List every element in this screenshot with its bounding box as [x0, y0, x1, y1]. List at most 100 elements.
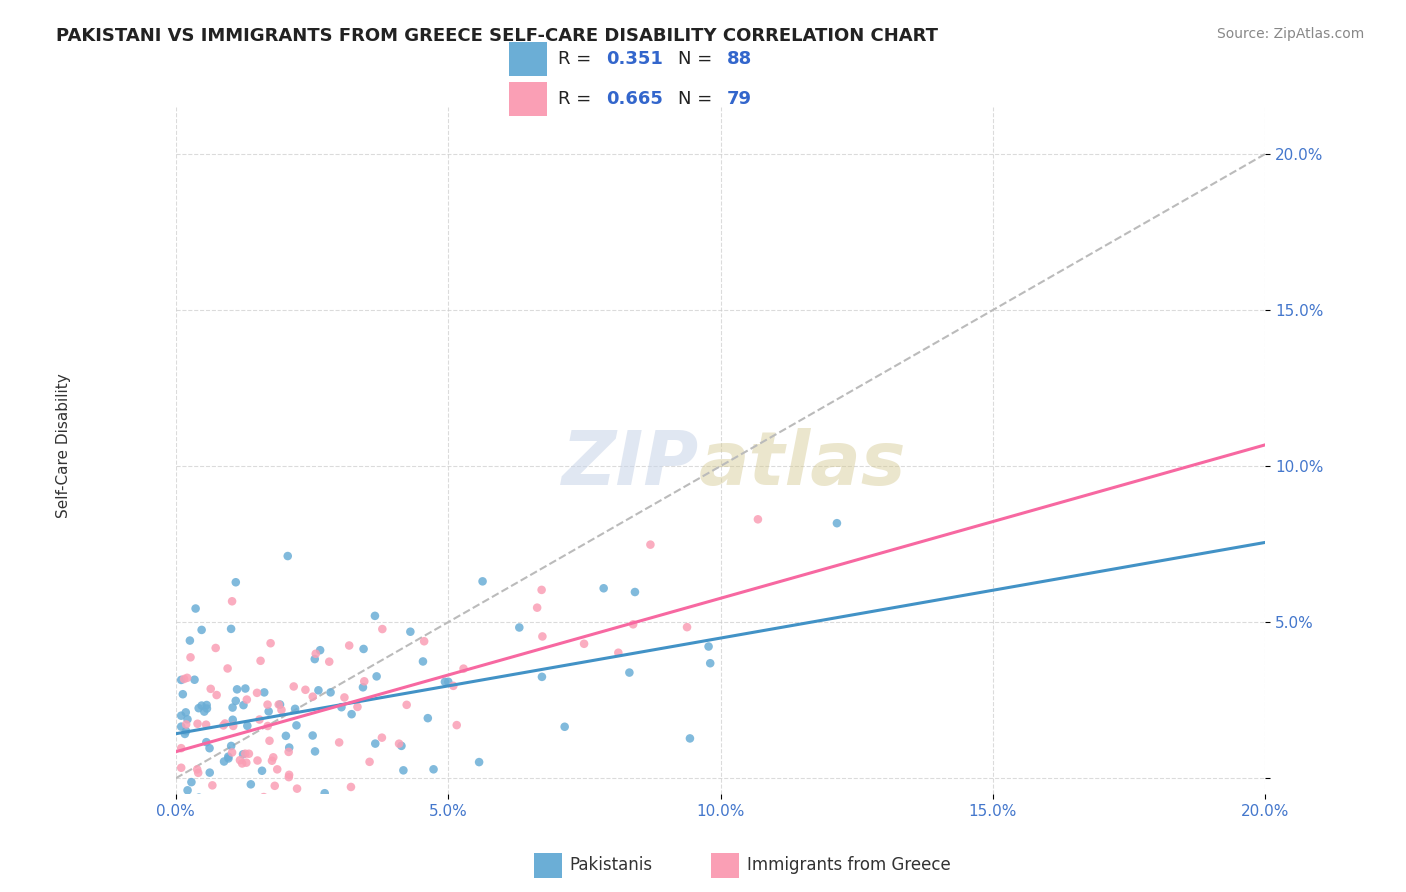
Point: [239, 777, 262, 791]
Point: [225, 797, 247, 811]
Point: [277, 549, 299, 563]
Point: [214, 716, 236, 731]
Point: [260, 754, 283, 768]
Point: [283, 680, 305, 694]
Point: [195, 698, 218, 712]
Point: [174, 717, 197, 731]
Point: [177, 793, 200, 807]
Point: [422, 762, 444, 776]
Point: [172, 803, 194, 817]
Point: [187, 701, 209, 715]
Point: [262, 750, 284, 764]
Point: [170, 673, 193, 687]
Point: [360, 795, 382, 809]
Text: N =: N =: [678, 90, 718, 108]
Point: [389, 792, 412, 806]
Point: [246, 686, 269, 700]
Point: [285, 781, 308, 796]
Point: [747, 512, 769, 526]
Point: [266, 763, 288, 777]
Point: [235, 681, 257, 696]
Point: [592, 582, 614, 596]
Point: [195, 735, 218, 749]
Point: [198, 765, 221, 780]
Point: [285, 718, 308, 732]
Point: [392, 764, 415, 778]
Point: [263, 779, 285, 793]
Point: [437, 674, 460, 689]
Text: Self-Care Disability: Self-Care Disability: [56, 374, 70, 518]
Bar: [509, 82, 547, 116]
Point: [174, 706, 197, 720]
Text: Pakistanis: Pakistanis: [569, 856, 652, 874]
Bar: [711, 853, 740, 878]
Point: [212, 755, 235, 769]
Point: [309, 643, 332, 657]
Point: [215, 803, 238, 817]
Point: [195, 717, 218, 731]
Point: [825, 516, 848, 531]
Bar: [534, 853, 562, 878]
Point: [233, 747, 256, 761]
Point: [246, 754, 269, 768]
Point: [294, 682, 316, 697]
Point: [471, 574, 494, 589]
Point: [337, 639, 360, 653]
Point: [180, 775, 202, 789]
Point: [619, 665, 641, 680]
Point: [640, 538, 662, 552]
Point: [307, 683, 329, 698]
Point: [468, 755, 491, 769]
Point: [333, 690, 356, 705]
Text: 0.351: 0.351: [606, 51, 662, 69]
Text: N =: N =: [678, 51, 718, 69]
Point: [238, 747, 260, 761]
Point: [277, 770, 299, 784]
Point: [278, 768, 301, 782]
Point: [278, 740, 301, 755]
Point: [366, 669, 388, 683]
Point: [176, 783, 198, 797]
Point: [219, 739, 242, 753]
Text: R =: R =: [558, 51, 596, 69]
Point: [221, 594, 243, 608]
Text: PAKISTANI VS IMMIGRANTS FROM GREECE SELF-CARE DISABILITY CORRELATION CHART: PAKISTANI VS IMMIGRANTS FROM GREECE SELF…: [56, 27, 938, 45]
Text: Immigrants from Greece: Immigrants from Greece: [747, 856, 950, 874]
Point: [198, 803, 221, 817]
Point: [174, 724, 197, 739]
Point: [190, 623, 212, 637]
Point: [353, 642, 375, 657]
Point: [187, 716, 209, 731]
Point: [204, 640, 226, 655]
Text: R =: R =: [558, 90, 596, 108]
Point: [235, 756, 257, 770]
Point: [232, 698, 254, 713]
Point: [187, 790, 209, 805]
Point: [318, 655, 340, 669]
Text: 0.665: 0.665: [606, 90, 662, 108]
Point: [433, 674, 456, 689]
Point: [250, 764, 273, 778]
Point: [219, 622, 242, 636]
Point: [217, 749, 239, 764]
Point: [170, 741, 193, 756]
Point: [572, 637, 595, 651]
Point: [305, 647, 328, 661]
Point: [195, 701, 218, 715]
Point: [304, 652, 326, 666]
Point: [441, 679, 464, 693]
Point: [212, 718, 235, 732]
Point: [200, 681, 222, 696]
Point: [270, 803, 292, 817]
Text: 88: 88: [727, 51, 752, 69]
Point: [205, 688, 228, 702]
Bar: [509, 43, 547, 77]
Text: 79: 79: [727, 90, 751, 108]
Point: [179, 633, 201, 648]
Point: [416, 711, 439, 725]
Point: [676, 620, 699, 634]
Point: [236, 692, 259, 706]
Point: [217, 661, 239, 675]
Point: [226, 682, 249, 697]
Point: [176, 671, 198, 685]
